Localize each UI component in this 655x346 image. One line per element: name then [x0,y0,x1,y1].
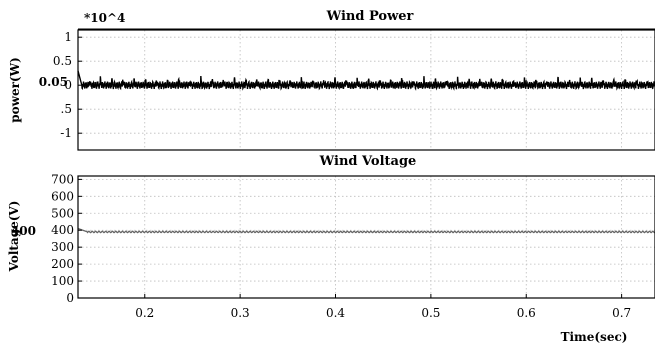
y-tick-label: 0.5 [53,54,72,68]
power-plot-frame [77,29,655,151]
voltage-y-axis-label: Voltage(V) [7,201,21,273]
power-y-ticks: 10.50.5-1 [53,30,82,140]
voltage-title: Wind Voltage [319,154,417,169]
x-tick-label: 0.4 [326,306,345,320]
power-title: Wind Power [326,9,414,24]
y-tick-label: 200 [51,257,74,271]
y-tick-label: 100 [51,274,74,288]
y-tick-label: 700 [51,172,74,186]
x-tick-label: 0.3 [231,306,250,320]
voltage-y-ticks: 700 600 500 400 300 200 100 0 [51,172,82,305]
x-tick-label: 0.5 [421,306,440,320]
y-tick-label: 500 [51,206,74,220]
x-tick-label: 0.6 [517,306,536,320]
power-panel: Wind Power *10^4 10.50.5-1 0.05 power(W) [8,9,655,151]
voltage-plot-frame [77,175,655,299]
y-tick-label: -1 [60,126,72,140]
power-annotation: 0.05 [39,75,68,89]
power-line [77,70,655,91]
y-tick-label: 0 [66,291,74,305]
y-tick-label: 400 [51,223,74,237]
power-y-axis-label: power(W) [8,57,22,123]
y-tick-label: 0 [64,78,72,92]
x-tick-label: 0.7 [612,306,631,320]
voltage-x-ticks: 0.2 0.3 0.4 0.5 0.6 0.7 [135,294,631,320]
voltage-annotation: 400 [11,224,36,238]
x-axis-label: Time(sec) [561,330,628,344]
y-tick-label: 1 [64,30,72,44]
y-tick-label: 300 [51,240,74,254]
x-tick-label: 0.2 [135,306,154,320]
y-tick-label: .5 [61,102,72,116]
y-tick-label: 600 [51,189,74,203]
power-scale-note: *10^4 [84,11,125,25]
voltage-line [77,227,655,234]
